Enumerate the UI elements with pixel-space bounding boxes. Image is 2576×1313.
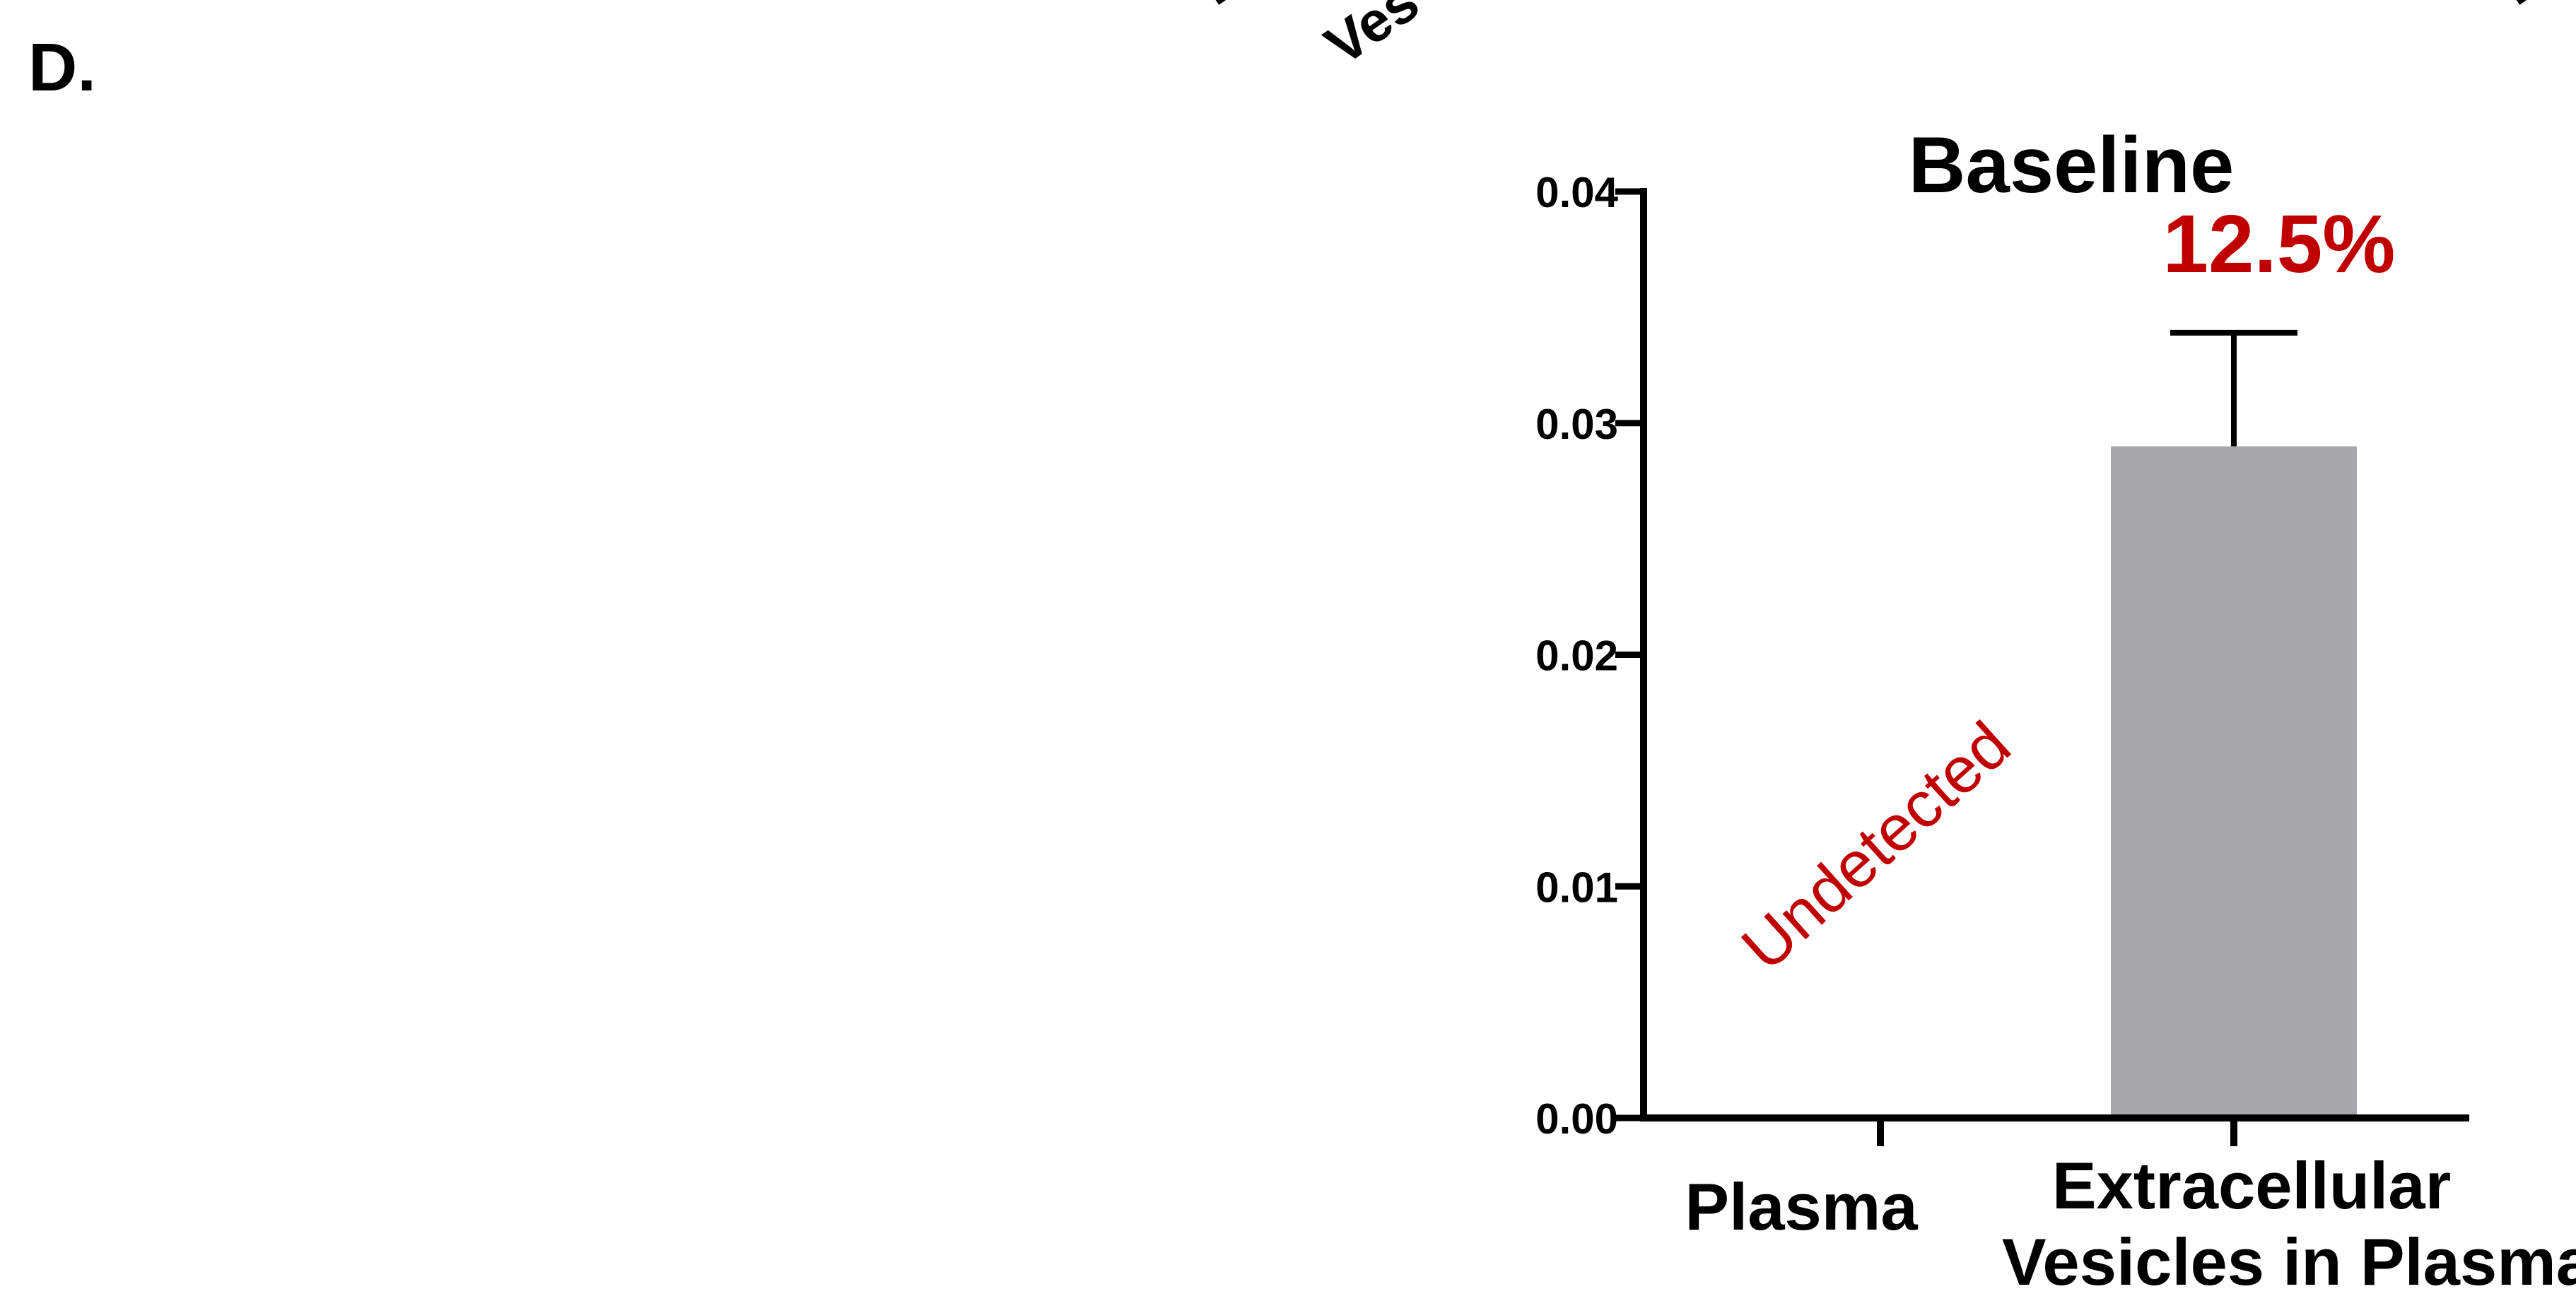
bar	[2111, 446, 2357, 1118]
y-tick-label: 0.02	[1535, 632, 1618, 680]
top-fragment-1: E	[841, 0, 908, 3]
y-tick-label: 0.00	[1535, 1095, 1618, 1143]
y-tick-label: 0.03	[1535, 401, 1618, 448]
panel-label: D.	[28, 30, 96, 105]
annotation-undetected: Undetected	[1728, 708, 2024, 984]
error-bars	[2170, 329, 2297, 447]
x-axis-ticks: Plasma Extracellular Vesicles in Plasma	[1685, 1118, 2576, 1299]
x-tick-label: Plasma	[1685, 1170, 1918, 1244]
top-fragment-4: E	[2488, 0, 2555, 17]
top-fragment-2: E	[1187, 0, 1254, 17]
top-fragment-3: Ves	[1314, 0, 1430, 77]
bars	[2111, 446, 2357, 1118]
annotation-percent: 12.5%	[2163, 198, 2396, 290]
y-axis-ticks: 0.00 0.01 0.02 0.03 0.04	[1535, 169, 1644, 1143]
y-tick-label: 0.01	[1535, 864, 1618, 911]
y-tick-label: 0.04	[1535, 169, 1618, 216]
chart-title: Baseline	[1909, 121, 2235, 209]
x-tick-label: Extracellular Vesicles in Plasma	[2002, 1148, 2576, 1299]
